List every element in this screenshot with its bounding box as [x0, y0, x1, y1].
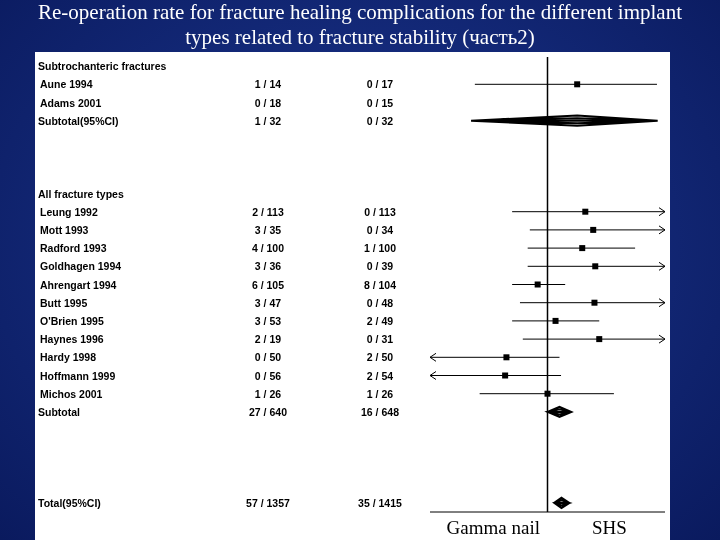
svg-text:2 / 50: 2 / 50 — [367, 351, 393, 363]
svg-text:2 / 113: 2 / 113 — [252, 206, 284, 218]
svg-text:35 / 1415: 35 / 1415 — [358, 497, 402, 509]
svg-text:0 / 39: 0 / 39 — [367, 260, 393, 272]
svg-text:O'Brien 1995: O'Brien 1995 — [40, 315, 104, 327]
html-text:Re-operation rate for fracture: Re-operation rate for fracture healing c… — [38, 0, 682, 49]
svg-text:Adams 2001: Adams 2001 — [40, 97, 101, 109]
svg-text:0 / 34: 0 / 34 — [367, 224, 393, 236]
svg-text:8 / 104: 8 / 104 — [364, 279, 396, 291]
svg-text:1 / 32: 1 / 32 — [255, 115, 281, 127]
svg-text:3 / 47: 3 / 47 — [255, 297, 281, 309]
svg-text:All fracture types: All fracture types — [38, 188, 124, 200]
svg-text:Leung 1992: Leung 1992 — [40, 206, 98, 218]
svg-text:Hoffmann 1999: Hoffmann 1999 — [40, 370, 115, 382]
svg-text:Hardy 1998: Hardy 1998 — [40, 351, 96, 363]
svg-text:0 / 31: 0 / 31 — [367, 333, 393, 345]
html-text:SHS: SHS — [592, 517, 627, 538]
svg-text:0 / 56: 0 / 56 — [255, 370, 281, 382]
svg-text:0 / 32: 0 / 32 — [367, 115, 393, 127]
svg-text:1 / 26: 1 / 26 — [255, 388, 281, 400]
svg-text:Subtrochanteric fractures: Subtrochanteric fractures — [38, 60, 167, 72]
svg-text:4 / 100: 4 / 100 — [252, 242, 284, 254]
svg-text:16 / 648: 16 / 648 — [361, 406, 399, 418]
svg-text:Subtotal: Subtotal — [38, 406, 80, 418]
svg-text:3 / 35: 3 / 35 — [255, 224, 281, 236]
svg-text:Haynes 1996: Haynes 1996 — [40, 333, 104, 345]
svg-text:1 / 100: 1 / 100 — [364, 242, 396, 254]
svg-text:3 / 36: 3 / 36 — [255, 260, 281, 272]
svg-text:6 / 105: 6 / 105 — [252, 279, 284, 291]
svg-text:Ahrengart 1994: Ahrengart 1994 — [40, 279, 117, 291]
svg-text:1 / 26: 1 / 26 — [367, 388, 393, 400]
svg-text:2 / 49: 2 / 49 — [367, 315, 393, 327]
svg-text:0 / 48: 0 / 48 — [367, 297, 393, 309]
svg-text:Radford 1993: Radford 1993 — [40, 242, 107, 254]
svg-text:3 / 53: 3 / 53 — [255, 315, 281, 327]
svg-text:1 / 14: 1 / 14 — [255, 78, 281, 90]
svg-text:2 / 54: 2 / 54 — [367, 370, 393, 382]
svg-text:0 / 18: 0 / 18 — [255, 97, 281, 109]
svg-text:2 / 19: 2 / 19 — [255, 333, 281, 345]
svg-text:57 / 1357: 57 / 1357 — [246, 497, 290, 509]
svg-text:Butt 1995: Butt 1995 — [40, 297, 87, 309]
svg-text:0 / 15: 0 / 15 — [367, 97, 393, 109]
svg-text:Total(95%CI): Total(95%CI) — [38, 497, 101, 509]
svg-text:0 / 113: 0 / 113 — [364, 206, 396, 218]
svg-text:Michos 2001: Michos 2001 — [40, 388, 103, 400]
svg-text:Subtotal(95%CI): Subtotal(95%CI) — [38, 115, 119, 127]
svg-text:0 / 17: 0 / 17 — [367, 78, 393, 90]
svg-text:Mott 1993: Mott 1993 — [40, 224, 89, 236]
svg-text:Aune 1994: Aune 1994 — [40, 78, 93, 90]
svg-text:Goldhagen 1994: Goldhagen 1994 — [40, 260, 121, 272]
svg-text:27 / 640: 27 / 640 — [249, 406, 287, 418]
html-text:Gamma nail: Gamma nail — [446, 517, 540, 538]
svg-text:0 / 50: 0 / 50 — [255, 351, 281, 363]
